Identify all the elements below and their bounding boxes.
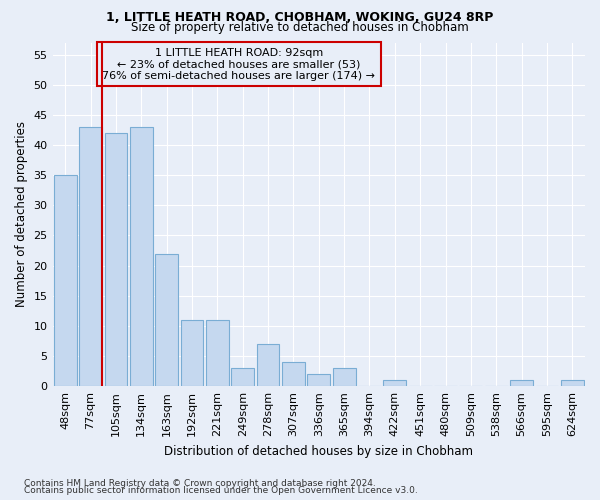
- Y-axis label: Number of detached properties: Number of detached properties: [15, 122, 28, 308]
- Bar: [307, 374, 330, 386]
- Bar: [181, 320, 203, 386]
- Bar: [54, 175, 77, 386]
- Bar: [333, 368, 356, 386]
- Text: 1 LITTLE HEATH ROAD: 92sqm
← 23% of detached houses are smaller (53)
76% of semi: 1 LITTLE HEATH ROAD: 92sqm ← 23% of deta…: [103, 48, 376, 81]
- Bar: [155, 254, 178, 386]
- Text: Contains HM Land Registry data © Crown copyright and database right 2024.: Contains HM Land Registry data © Crown c…: [24, 478, 376, 488]
- Text: 1, LITTLE HEATH ROAD, CHOBHAM, WOKING, GU24 8RP: 1, LITTLE HEATH ROAD, CHOBHAM, WOKING, G…: [106, 11, 494, 24]
- Bar: [510, 380, 533, 386]
- Bar: [383, 380, 406, 386]
- Bar: [206, 320, 229, 386]
- Bar: [231, 368, 254, 386]
- Bar: [561, 380, 584, 386]
- Text: Contains public sector information licensed under the Open Government Licence v3: Contains public sector information licen…: [24, 486, 418, 495]
- X-axis label: Distribution of detached houses by size in Chobham: Distribution of detached houses by size …: [164, 444, 473, 458]
- Bar: [282, 362, 305, 386]
- Text: Size of property relative to detached houses in Chobham: Size of property relative to detached ho…: [131, 22, 469, 35]
- Title: 1, LITTLE HEATH ROAD, CHOBHAM, WOKING, GU24 8RP
Size of property relative to det: 1, LITTLE HEATH ROAD, CHOBHAM, WOKING, G…: [0, 499, 1, 500]
- Bar: [257, 344, 280, 386]
- Bar: [104, 133, 127, 386]
- Bar: [79, 127, 102, 386]
- Bar: [130, 127, 152, 386]
